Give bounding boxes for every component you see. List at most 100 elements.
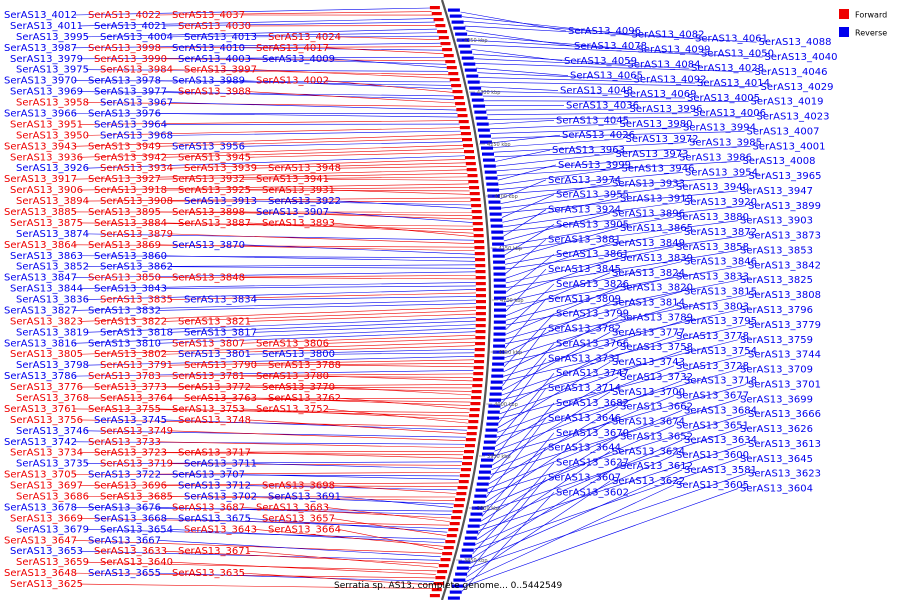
forward-feature [464,450,474,454]
forward-feature [459,126,470,130]
label-connector [157,46,442,49]
gene-label: SerAS13_3989 [172,76,245,87]
gene-label: SerAS13_3954 [685,167,758,178]
label-connector [505,231,683,265]
label-connector [480,436,619,522]
label-connector [495,149,551,162]
forward-feature [435,24,446,28]
gene-label: SerAS13_3917 [4,174,77,185]
gene-label: SerAS13_3884 [94,218,167,229]
gene-label: SerAS13_3984 [100,65,173,76]
label-connector [505,257,619,298]
gene-label: SerAS13_3842 [748,260,821,271]
label-connector [253,463,461,470]
gene-label: SerAS13_3731 [548,353,621,364]
label-connector [163,187,470,191]
gene-label: SerAS13_4013 [184,32,257,43]
label-connector [481,91,622,95]
label-connector [495,376,619,447]
reverse-feature [481,458,494,462]
gene-label: SerAS13_4014 [697,78,770,89]
gene-label: SerAS13_3943 [4,141,77,152]
gene-label: SerAS13_3712 [178,481,251,492]
gene-label: SerAS13_3805 [10,349,83,360]
gene-label: SerAS13_3973 [616,149,689,160]
gene-label: SerAS13_3835 [100,295,173,306]
gene-label: SerAS13_3997 [184,65,257,76]
gene-label: SerAS13_3648 [4,568,77,579]
label-connector [495,153,614,167]
label-connector [169,130,461,136]
gene-label: SerAS13_3976 [88,108,161,119]
gene-label: SerAS13_3607 [548,472,621,483]
forward-feature [443,546,454,550]
reverse-feature [447,596,460,600]
label-connector [337,529,443,551]
gene-label: SerAS13_3798 [16,360,89,371]
forward-feature [433,582,444,586]
gene-label: SerAS13_4028 [691,63,764,74]
label-connector [505,272,611,316]
reverse-feature [491,236,504,240]
forward-feature [455,498,466,502]
gene-label: SerAS13_3677 [676,391,749,402]
label-connector [501,194,555,218]
label-connector [496,157,678,172]
label-connector [73,539,442,554]
reverse-feature [485,176,498,180]
gene-label: SerAS13_3975 [16,65,89,76]
forward-feature [474,354,485,358]
label-connector [331,352,475,355]
gene-label: SerAS13_4009 [262,54,335,65]
reverse-feature [493,260,506,264]
scale-tick-label: 4150 kbp [499,246,523,252]
gene-label: SerAS13_4011 [10,21,83,32]
gene-label: SerAS13_3718 [684,376,757,387]
label-connector [79,482,459,486]
label-connector [505,239,547,274]
gene-label: SerAS13_3908 [100,196,173,207]
label-connector [501,186,675,209]
label-connector [478,443,747,531]
reverse-feature [451,584,464,588]
gene-label: SerAS13_4037 [172,10,245,21]
reverse-feature [478,470,491,474]
label-connector [505,268,547,312]
gene-label: SerAS13_3839 [620,253,693,264]
forward-feature [474,348,485,352]
forward-feature [475,276,486,280]
reverse-feature [483,164,496,168]
label-connector [253,200,472,206]
gene-label: SerAS13_3659 [16,557,89,568]
gene-label: SerAS13_3643 [184,524,257,535]
gene-label: SerAS13_3626 [740,424,813,435]
reverse-feature [491,230,504,234]
label-connector [241,176,468,180]
gene-label: SerAS13_3685 [100,492,173,503]
gene-label: SerAS13_3666 [748,409,821,420]
forward-feature [449,522,460,526]
label-connector [79,583,432,589]
reverse-feature [490,218,503,222]
label-connector [461,492,555,592]
gene-label: SerAS13_3668 [94,513,167,524]
reverse-feature [470,512,483,516]
forward-feature [472,378,483,382]
gene-label: SerAS13_3600 [676,450,749,461]
label-connector [73,42,441,49]
forward-feature [475,294,486,298]
forward-feature [471,390,482,394]
forward-feature [452,510,463,514]
gene-label: SerAS13_3605 [676,480,749,491]
reverse-feature [492,242,505,246]
label-connector [169,359,475,366]
gene-label: SerAS13_3682 [556,398,629,409]
label-connector [157,474,460,477]
label-connector [498,358,547,424]
reverse-feature [482,446,495,450]
label-connector [497,164,557,181]
label-connector [247,189,470,192]
forward-feature [433,18,444,22]
label-connector [505,250,739,288]
